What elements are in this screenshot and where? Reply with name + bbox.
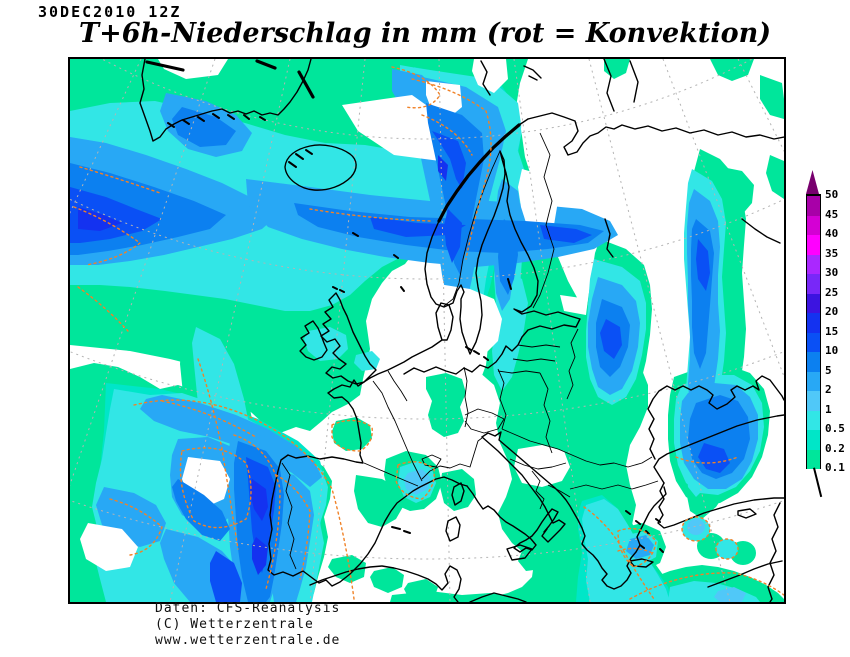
- legend-band: [807, 312, 820, 333]
- legend-tick-label: 0.5: [825, 422, 845, 435]
- attribution: Daten: CFS-Reanalysis (C) Wetterzentrale…: [155, 601, 340, 649]
- legend-tick-label: 0.2: [825, 441, 845, 455]
- precipitation-map: [0, 0, 850, 604]
- legend-tick-label: 15: [825, 324, 839, 338]
- legend-tick-label: 50: [825, 188, 839, 201]
- graticule: [0, 0, 850, 603]
- precipitation-scale-legend: 0.1 0.2 0.5 1 2 5 10 15 20 25 30 35 40 45 50: [806, 170, 850, 500]
- legend-band: [807, 273, 820, 294]
- legend-band: [807, 214, 820, 235]
- legend-band: [807, 390, 820, 411]
- legend-band: [807, 448, 820, 469]
- convection-contours: [73, 66, 785, 600]
- legend-color-bar: [806, 194, 821, 469]
- legend-band: [807, 253, 820, 274]
- legend-overflow-arrow: [806, 170, 819, 194]
- country-borders: [281, 132, 659, 570]
- legend-band: [807, 351, 820, 372]
- map-canvas: [0, 0, 850, 603]
- legend-band: [807, 429, 820, 450]
- legend-tail-line: [813, 467, 822, 498]
- legend-band: [807, 292, 820, 313]
- legend-tick-label: 5: [825, 363, 832, 377]
- legend-tick-label: 1: [825, 402, 832, 416]
- legend-tick-label: 20: [825, 305, 839, 318]
- legend-tick-label: 25: [825, 285, 839, 299]
- legend-band: [807, 234, 820, 255]
- legend-band: [807, 195, 820, 216]
- legend-tick-label: 40: [825, 227, 839, 240]
- legend-tick-label: 45: [825, 207, 839, 221]
- legend-tick-label: 35: [825, 246, 839, 260]
- coastlines: [139, 58, 785, 603]
- legend-band: [807, 370, 820, 391]
- legend-tick-label: 2: [825, 383, 832, 396]
- page-title: T+6h-Niederschlag in mm (rot = Konvektio…: [79, 18, 771, 49]
- attribution-url: www.wetterzentrale.de: [155, 633, 341, 648]
- legend-band: [807, 409, 820, 430]
- attribution-copyright: (C) Wetterzentrale: [155, 617, 314, 632]
- legend-tick-label: 0.1: [825, 461, 845, 474]
- attribution-data-source: Daten: CFS-Reanalysis: [155, 601, 341, 616]
- legend-band: [807, 331, 820, 352]
- legend-tick-label: 10: [825, 344, 839, 357]
- valid-datetime: 30DEC2010 12Z: [38, 3, 182, 21]
- legend-tick-label: 30: [825, 266, 839, 279]
